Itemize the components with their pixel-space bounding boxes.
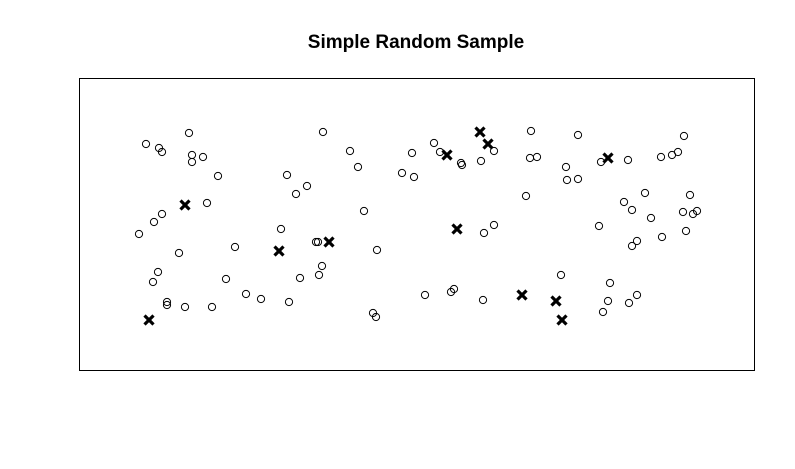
- sample-point-circle: [561, 162, 571, 172]
- sample-point-circle: [230, 242, 240, 252]
- sample-point-circle: [162, 300, 172, 310]
- sample-point-circle: [302, 181, 312, 191]
- sample-point-circle: [311, 237, 321, 247]
- sample-point-circle: [489, 146, 499, 156]
- selected-point-cross: [474, 126, 486, 138]
- sample-point-circle: [605, 278, 615, 288]
- selected-point-cross: [323, 236, 335, 248]
- sample-point-circle: [478, 295, 488, 305]
- selected-point-cross: [451, 223, 463, 235]
- sample-point-circle: [134, 229, 144, 239]
- sample-point-circle: [476, 156, 486, 166]
- sample-point-circle: [256, 294, 266, 304]
- selected-point-cross: [556, 314, 568, 326]
- selected-point-cross: [143, 314, 155, 326]
- points-layer: [134, 126, 702, 326]
- sample-point-circle: [313, 237, 323, 247]
- sample-point-circle: [345, 146, 355, 156]
- sample-point-circle: [657, 232, 667, 242]
- sample-point-circle: [640, 188, 650, 198]
- sample-point-circle: [371, 312, 381, 322]
- selected-point-cross: [516, 289, 528, 301]
- sample-point-circle: [632, 236, 642, 246]
- sample-point-circle: [359, 206, 369, 216]
- sample-point-circle: [646, 213, 656, 223]
- sample-point-circle: [692, 206, 702, 216]
- sample-point-circle: [623, 155, 633, 165]
- sample-point-circle: [525, 153, 535, 163]
- sample-point-circle: [241, 289, 251, 299]
- selected-point-cross: [602, 152, 614, 164]
- sample-point-circle: [157, 209, 167, 219]
- sample-point-circle: [603, 296, 613, 306]
- sample-point-circle: [397, 168, 407, 178]
- plot-frame: [79, 78, 755, 371]
- sample-point-circle: [526, 126, 536, 136]
- sample-point-circle: [157, 147, 167, 157]
- sample-point-circle: [449, 284, 459, 294]
- sample-point-circle: [153, 267, 163, 277]
- sample-point-circle: [213, 171, 223, 181]
- sample-point-circle: [479, 228, 489, 238]
- sample-point-circle: [148, 277, 158, 287]
- sample-point-circle: [295, 273, 305, 283]
- sample-point-circle: [679, 131, 689, 141]
- sample-point-circle: [174, 248, 184, 258]
- sample-point-circle: [624, 298, 634, 308]
- sample-point-circle: [184, 128, 194, 138]
- sample-point-circle: [187, 150, 197, 160]
- selected-point-cross: [482, 138, 494, 150]
- sample-point-circle: [573, 174, 583, 184]
- sample-point-circle: [317, 261, 327, 271]
- sample-point-circle: [489, 220, 499, 230]
- sample-point-circle: [202, 198, 212, 208]
- sample-point-circle: [282, 170, 292, 180]
- sample-point-circle: [627, 205, 637, 215]
- sample-point-circle: [681, 226, 691, 236]
- sample-point-circle: [420, 290, 430, 300]
- selected-point-cross: [273, 245, 285, 257]
- sample-point-circle: [409, 172, 419, 182]
- sample-point-circle: [457, 160, 467, 170]
- sample-point-circle: [162, 297, 172, 307]
- sample-point-circle: [318, 127, 328, 137]
- selected-point-cross: [179, 199, 191, 211]
- selected-point-cross: [550, 295, 562, 307]
- sample-point-circle: [180, 302, 190, 312]
- sample-point-circle: [594, 221, 604, 231]
- chart-title: Simple Random Sample: [308, 32, 524, 53]
- selected-point-cross: [441, 149, 453, 161]
- sample-point-circle: [673, 147, 683, 157]
- sample-point-circle: [187, 157, 197, 167]
- sample-point-circle: [149, 217, 159, 227]
- sample-point-circle: [291, 189, 301, 199]
- sample-point-circle: [198, 152, 208, 162]
- sample-point-circle: [221, 274, 231, 284]
- sample-point-circle: [141, 139, 151, 149]
- sample-point-circle: [353, 162, 363, 172]
- sample-point-circle: [407, 148, 417, 158]
- sample-point-circle: [598, 307, 608, 317]
- sample-point-circle: [429, 138, 439, 148]
- sample-point-circle: [562, 175, 572, 185]
- sample-point-circle: [556, 270, 566, 280]
- sample-point-circle: [532, 152, 542, 162]
- sample-point-circle: [284, 297, 294, 307]
- sample-point-circle: [573, 130, 583, 140]
- sample-point-circle: [446, 287, 456, 297]
- sample-point-circle: [685, 190, 695, 200]
- sample-point-circle: [632, 290, 642, 300]
- sample-point-circle: [627, 241, 637, 251]
- sample-point-circle: [276, 224, 286, 234]
- sample-point-circle: [207, 302, 217, 312]
- sample-point-circle: [678, 207, 688, 217]
- sample-point-circle: [314, 270, 324, 280]
- sample-point-circle: [372, 245, 382, 255]
- sample-point-circle: [656, 152, 666, 162]
- sample-point-circle: [619, 197, 629, 207]
- sample-point-circle: [521, 191, 531, 201]
